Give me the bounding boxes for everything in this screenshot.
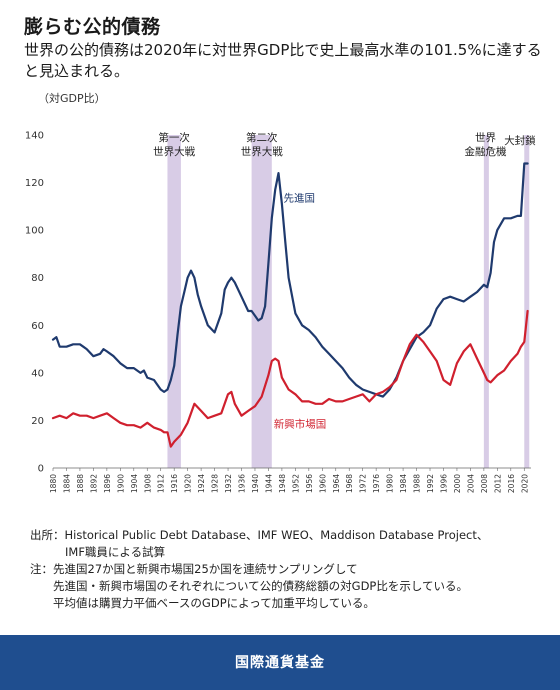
series-lines <box>51 162 529 448</box>
x-tick-label: 1916 <box>170 474 179 493</box>
x-tick-label: 2004 <box>466 474 475 493</box>
event-band-label: 世界金融危機 <box>465 132 507 158</box>
x-tick-label: 1900 <box>116 474 125 493</box>
x-tick-label: 1948 <box>278 474 287 493</box>
x-tick-label: 1944 <box>264 474 273 493</box>
y-tick-label: 60 <box>31 321 44 332</box>
y-axis-unit: （対GDP比） <box>38 92 106 105</box>
x-tick-label: 2012 <box>493 474 502 493</box>
note-line: 先進国27か国と新興市場国25か国を連続サンプリングして <box>53 562 358 576</box>
x-tick-label: 1892 <box>89 474 98 493</box>
chart-subtitle: 世界の公的債務は2020年に対世界GDP比で史上最高水準の101.5%に達すると… <box>24 41 542 80</box>
series-label-advanced: 先進国 <box>284 193 316 205</box>
x-tick-label: 1904 <box>130 474 139 493</box>
event-band <box>167 135 181 468</box>
x-tick-label: 1888 <box>76 474 85 493</box>
y-tick-label: 20 <box>31 416 44 427</box>
x-tick-label: 1924 <box>197 474 206 493</box>
source-text-continued: IMF職員による試算 <box>65 545 166 559</box>
source-text: Historical Public Debt Database、IMF WEO、… <box>64 528 489 542</box>
x-tick-label: 1992 <box>426 474 435 493</box>
y-tick-label: 80 <box>31 273 44 284</box>
note-line: 平均値は購買力平価ベースのGDPによって加重平均している。 <box>53 596 375 610</box>
debt-line-chart: 0 20 40 60 80 100 120 140 1880 1884 1888 1892 1896 19… <box>25 131 536 494</box>
note-line: 先進国・新興市場国のそれぞれについて公的債務総額の対GDP比を示している。 <box>53 579 469 593</box>
x-tick-label: 1880 <box>49 474 58 493</box>
x-tick-label: 1936 <box>238 474 247 493</box>
event-band <box>524 135 530 468</box>
y-tick-label: 0 <box>38 464 44 475</box>
x-tick-label: 1884 <box>62 474 71 493</box>
x-tick-label: 1908 <box>143 474 152 493</box>
x-tick-label: 1960 <box>318 474 327 493</box>
x-tick-label: 1956 <box>305 474 314 493</box>
event-band-label: 大封鎖 <box>504 134 536 147</box>
x-tick-label: 1996 <box>439 474 448 493</box>
x-tick-label: 2000 <box>453 474 462 493</box>
x-tick-label: 1968 <box>345 474 354 493</box>
y-tick-label: 40 <box>31 368 44 379</box>
x-tick-label: 1980 <box>386 474 395 493</box>
axes: 0 20 40 60 80 100 120 140 1880 1884 1888 1892 1896 19… <box>25 131 531 493</box>
event-band <box>251 135 272 468</box>
y-tick-label: 140 <box>25 131 44 142</box>
x-tick-label: 1912 <box>157 474 166 493</box>
x-tick-label: 1896 <box>103 474 112 493</box>
source-label: 出所： <box>30 528 65 542</box>
x-tick-label: 1920 <box>184 474 193 493</box>
x-tick-label: 2016 <box>507 474 516 493</box>
x-tick-label: 1976 <box>372 474 381 493</box>
x-tick-label: 1964 <box>332 474 341 493</box>
x-tick-label: 1932 <box>224 474 233 493</box>
y-tick-label: 100 <box>25 226 44 237</box>
x-tick-label: 1988 <box>413 474 422 493</box>
footer-bar: 国際通貨基金 <box>0 635 560 690</box>
event-band-label: 第一次世界大戦 <box>153 131 195 158</box>
x-tick-label: 1952 <box>291 474 300 493</box>
emerging-markets-line <box>51 309 529 448</box>
x-tick-label: 2020 <box>520 474 529 493</box>
x-tick-label: 1940 <box>251 474 260 493</box>
event-bands <box>167 135 530 468</box>
event-band <box>483 135 489 468</box>
series-label-emerging: 新興市場国 <box>274 418 327 431</box>
event-band-label: 第二次世界大戦 <box>241 131 283 158</box>
chart-title: 膨らむ公的債務 <box>24 16 161 38</box>
x-tick-label: 1972 <box>359 474 368 493</box>
footer-org-name: 国際通貨基金 <box>235 655 325 671</box>
y-tick-label: 120 <box>25 178 44 189</box>
notes-section: 出所： Historical Public Debt Database、IMF … <box>30 527 540 612</box>
x-tick-label: 1984 <box>399 474 408 493</box>
note-label: 注： <box>30 562 53 576</box>
x-tick-label: 1928 <box>211 474 220 493</box>
x-tick-label: 2008 <box>480 474 489 493</box>
advanced-economies-line <box>51 162 529 398</box>
